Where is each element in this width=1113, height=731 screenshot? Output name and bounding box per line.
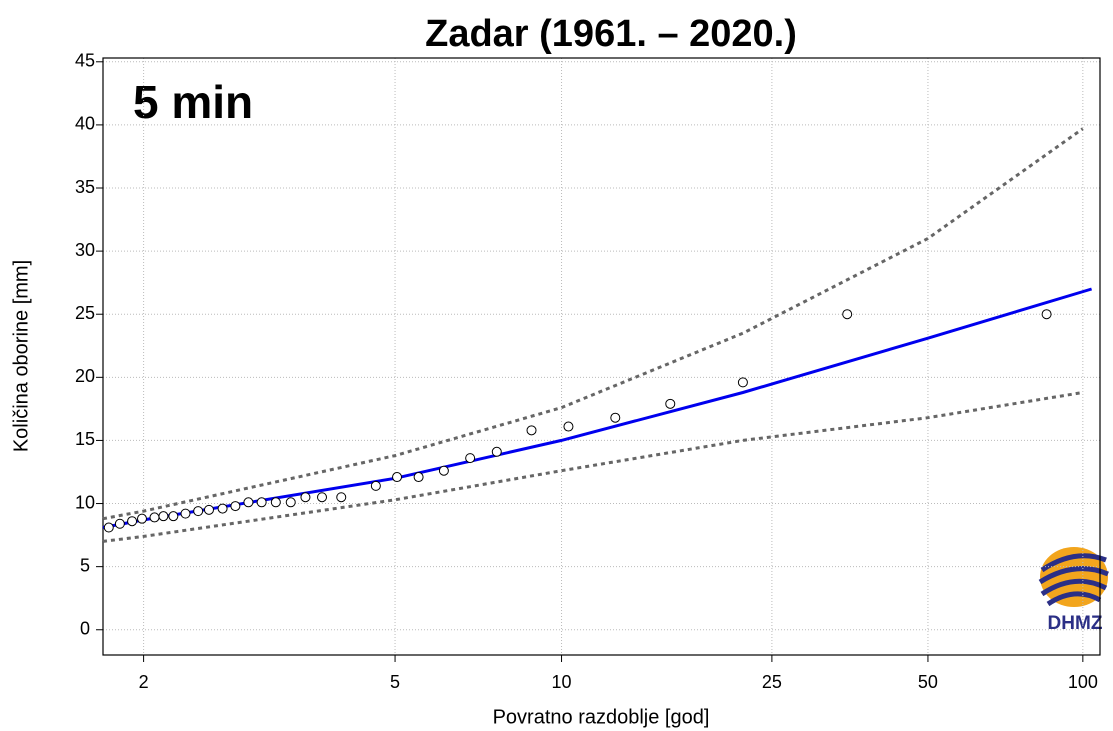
data-point <box>842 309 853 320</box>
data-point <box>103 522 114 533</box>
y-tick-label: 20 <box>75 366 95 386</box>
y-tick-label: 30 <box>75 240 95 260</box>
x-tick-label: 5 <box>390 672 400 692</box>
confidence-line <box>102 391 1084 543</box>
data-point <box>370 480 381 491</box>
data-point <box>217 503 228 514</box>
data-point <box>168 511 179 522</box>
fit-line <box>102 287 1093 529</box>
confidence-line <box>102 127 1084 521</box>
data-point <box>127 516 138 527</box>
data-point <box>438 465 449 476</box>
data-point <box>149 512 160 523</box>
x-tick-label: 25 <box>762 672 782 692</box>
data-point <box>317 492 328 503</box>
annotation: 5 min <box>133 76 253 128</box>
data-point <box>203 504 214 515</box>
chart-title: Zadar (1961. – 2020.) <box>425 13 797 55</box>
plot-frame <box>102 57 1101 656</box>
x-tick-label: 10 <box>552 672 572 692</box>
data-point <box>193 506 204 517</box>
data-point <box>300 492 311 503</box>
data-point <box>158 511 169 522</box>
data-point <box>610 412 621 423</box>
data-point <box>256 497 267 508</box>
x-tick-label: 50 <box>918 672 938 692</box>
y-tick-label: 5 <box>80 555 90 575</box>
data-point <box>563 421 574 432</box>
x-tick-label: 2 <box>139 672 149 692</box>
y-tick-label: 40 <box>75 114 95 134</box>
logo: DHMZ <box>1038 547 1109 634</box>
logo-swirl <box>1038 553 1109 607</box>
x-axis-label: Povratno razdoblje [god] <box>493 706 710 728</box>
y-tick-label: 0 <box>80 619 90 639</box>
data-point <box>526 425 537 436</box>
data-point <box>665 398 676 409</box>
y-tick-label: 25 <box>75 303 95 323</box>
data-point <box>336 492 347 503</box>
data-point <box>392 472 403 483</box>
data-point <box>270 497 281 508</box>
logo-text: DHMZ <box>1048 613 1103 634</box>
data-point <box>136 513 147 524</box>
data-point <box>737 377 748 388</box>
data-point <box>491 446 502 457</box>
data-point <box>114 518 125 529</box>
y-tick-label: 10 <box>75 492 95 512</box>
data-point <box>1041 309 1052 320</box>
data-point <box>465 453 476 464</box>
x-tick-label: 100 <box>1068 672 1098 692</box>
y-tick-label: 15 <box>75 429 95 449</box>
y-tick-label: 45 <box>75 51 95 71</box>
data-point <box>285 497 296 508</box>
data-point <box>230 501 241 512</box>
data-point <box>413 472 424 483</box>
data-point <box>180 508 191 519</box>
y-axis-label: Količina oborine [mm] <box>10 260 32 452</box>
y-tick-label: 35 <box>75 177 95 197</box>
data-point <box>243 497 254 508</box>
